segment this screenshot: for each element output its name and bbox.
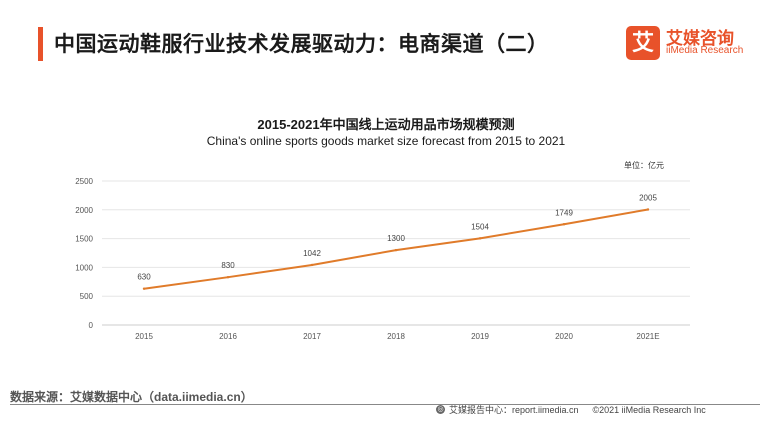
x-tick-label: 2015 bbox=[135, 332, 153, 341]
y-tick-label: 500 bbox=[80, 292, 94, 301]
data-source: 数据来源：艾媒数据中心（data.iimedia.cn） bbox=[10, 390, 253, 404]
y-tick-label: 1000 bbox=[75, 263, 93, 272]
y-tick-label: 0 bbox=[89, 321, 94, 330]
x-tick-label: 2017 bbox=[303, 332, 321, 341]
y-tick-label: 2000 bbox=[75, 206, 93, 215]
x-tick-label: 2021E bbox=[636, 332, 659, 341]
y-tick-label: 1500 bbox=[75, 235, 93, 244]
page-title: 中国运动鞋服行业技术发展驱动力：电商渠道（二） bbox=[54, 33, 549, 56]
footer: ◎ 艾媒报告中心：report.iimedia.cn ©2021 iiMedia… bbox=[436, 403, 706, 416]
y-tick-label: 2500 bbox=[75, 177, 93, 186]
data-label: 830 bbox=[221, 261, 235, 270]
footer-divider bbox=[10, 404, 760, 405]
chart-title: 2015-2021年中国线上运动用品市场规模预测 bbox=[257, 117, 515, 132]
x-tick-label: 2020 bbox=[555, 332, 573, 341]
copyright: ©2021 iiMedia Research Inc bbox=[592, 404, 706, 415]
data-label: 1042 bbox=[303, 249, 321, 258]
x-tick-label: 2016 bbox=[219, 332, 237, 341]
x-tick-label: 2019 bbox=[471, 332, 489, 341]
data-point bbox=[394, 248, 398, 252]
data-label: 2005 bbox=[639, 194, 657, 203]
data-point bbox=[142, 287, 146, 290]
iimedia-logo: 艾 艾媒咨询 iiMedia Research bbox=[626, 24, 762, 64]
logo-mark-icon: 艾 bbox=[626, 26, 660, 60]
globe-icon: ◎ bbox=[436, 405, 445, 414]
report-center-link[interactable]: 艾媒报告中心：report.iimedia.cn bbox=[449, 405, 579, 415]
x-tick-label: 2018 bbox=[387, 332, 405, 341]
chart-subtitle: China's online sports goods market size … bbox=[206, 134, 566, 148]
data-point bbox=[646, 208, 650, 211]
title-accent-bar bbox=[38, 27, 43, 61]
logo-text-en: iiMedia Research bbox=[666, 45, 744, 56]
data-label: 1504 bbox=[471, 222, 489, 231]
data-point bbox=[226, 275, 230, 279]
data-label: 1749 bbox=[555, 208, 573, 217]
data-point bbox=[310, 263, 314, 267]
data-point bbox=[562, 223, 566, 226]
logo-text-cn: 艾媒咨询 bbox=[666, 29, 734, 48]
unit-label: 单位：亿元 bbox=[624, 161, 664, 170]
data-label: 630 bbox=[137, 273, 151, 282]
data-label: 1300 bbox=[387, 234, 405, 243]
data-point bbox=[478, 237, 482, 240]
